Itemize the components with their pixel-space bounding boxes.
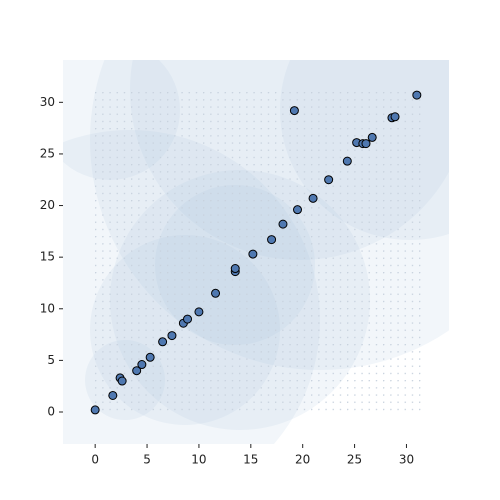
point (108, 390, 118, 400)
point (211, 288, 221, 298)
y-tick-label: 0 (47, 405, 55, 419)
x-tick-label: 5 (143, 453, 151, 467)
y-tick-label: 25 (40, 146, 55, 160)
y-tick-label: 30 (40, 95, 55, 109)
point (342, 156, 352, 166)
point (293, 205, 303, 215)
point (412, 90, 422, 100)
point (158, 337, 168, 347)
point (117, 376, 127, 386)
y-tick-label: 20 (40, 198, 55, 212)
x-tick-label: 10 (191, 453, 206, 467)
point (230, 264, 240, 274)
point (278, 219, 288, 229)
point (145, 352, 155, 362)
point (194, 307, 204, 317)
point (390, 112, 400, 122)
x-tick-label: 25 (347, 453, 362, 467)
point (132, 366, 142, 376)
y-tick-label: 15 (40, 250, 55, 264)
point (183, 314, 193, 324)
y-tick-label: 10 (40, 301, 55, 315)
x-tick-label: 30 (399, 453, 414, 467)
point (167, 331, 177, 341)
point (308, 193, 318, 203)
point (267, 235, 277, 245)
x-tick-label: 20 (295, 453, 310, 467)
point (248, 249, 258, 259)
point (289, 106, 299, 116)
point (324, 175, 334, 185)
y-tick-label: 5 (47, 353, 55, 367)
point (137, 360, 147, 370)
x-tick-label: 0 (91, 453, 99, 467)
point (90, 405, 100, 415)
x-tick-label: 15 (243, 453, 258, 467)
point (367, 132, 377, 142)
point (361, 139, 371, 149)
